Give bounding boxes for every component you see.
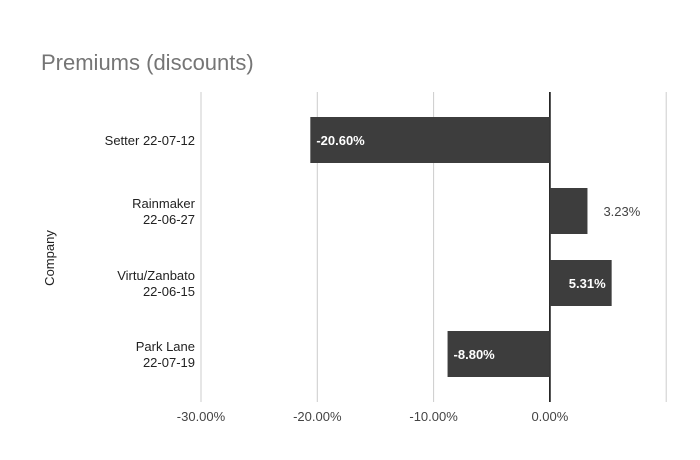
bar bbox=[447, 331, 550, 377]
data-label: 3.23% bbox=[603, 204, 640, 219]
category-label: Setter 22-07-12 bbox=[105, 133, 195, 148]
x-tick-label: -30.00% bbox=[177, 409, 226, 424]
category-label: 22-06-15 bbox=[143, 284, 195, 299]
chart-title: Premiums (discounts) bbox=[41, 50, 254, 75]
bar bbox=[549, 188, 588, 234]
data-label: 5.31% bbox=[569, 276, 606, 291]
x-tick-labels: -30.00% -20.00% -10.00% 0.00% bbox=[177, 409, 569, 424]
x-tick-label: 0.00% bbox=[531, 409, 568, 424]
bar bbox=[549, 260, 612, 306]
bar bbox=[310, 117, 550, 163]
x-tick-label: -10.00% bbox=[409, 409, 458, 424]
category-label: Virtu/Zanbato bbox=[117, 268, 195, 283]
data-labels: -20.60% 3.23% 5.31% -8.80% bbox=[316, 133, 640, 362]
data-label: -20.60% bbox=[316, 133, 365, 148]
y-axis-title: Company bbox=[42, 230, 57, 286]
bars bbox=[310, 117, 612, 377]
data-label: -8.80% bbox=[454, 347, 496, 362]
category-label: 22-06-27 bbox=[143, 212, 195, 227]
category-label: 22-07-19 bbox=[143, 355, 195, 370]
x-tick-label: -20.00% bbox=[293, 409, 342, 424]
category-label: Park Lane bbox=[136, 339, 195, 354]
category-label: Rainmaker bbox=[132, 196, 196, 211]
